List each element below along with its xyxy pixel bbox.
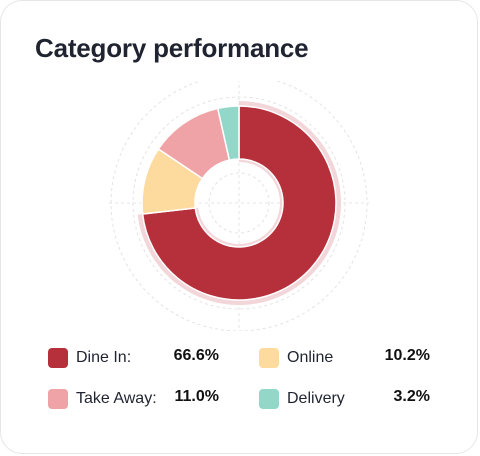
legend-item-dine-in: Dine In: bbox=[48, 347, 131, 369]
legend-value-dine-in: 66.6% bbox=[173, 347, 219, 364]
slice-delivery[interactable] bbox=[216, 105, 240, 161]
grid-ring-1 bbox=[208, 172, 270, 234]
legend-value-delivery: 3.2% bbox=[393, 388, 430, 405]
donut-slices bbox=[137, 101, 341, 305]
legend-swatch-online bbox=[259, 348, 279, 368]
card-title: Category performance bbox=[35, 33, 309, 63]
legend-value-take-away: 11.0% bbox=[174, 388, 219, 405]
legend-label-online: Online bbox=[287, 349, 334, 366]
legend-swatch-dine-in bbox=[48, 348, 68, 368]
legend-swatch-take-away bbox=[48, 389, 68, 409]
legend-value-online: 10.2% bbox=[384, 347, 430, 364]
legend-item-take-away: Take Away: bbox=[48, 388, 157, 410]
legend-swatch-delivery bbox=[259, 389, 279, 409]
legend-label-dine-in: Dine In: bbox=[76, 349, 132, 366]
legend-label-delivery: Delivery bbox=[287, 390, 345, 407]
legend-item-online: Online bbox=[259, 347, 333, 369]
donut-chart bbox=[109, 81, 369, 331]
legend-item-delivery: Delivery bbox=[259, 388, 345, 410]
legend-label-take-away: Take Away: bbox=[76, 390, 157, 407]
slice-dine-in[interactable] bbox=[141, 105, 337, 301]
